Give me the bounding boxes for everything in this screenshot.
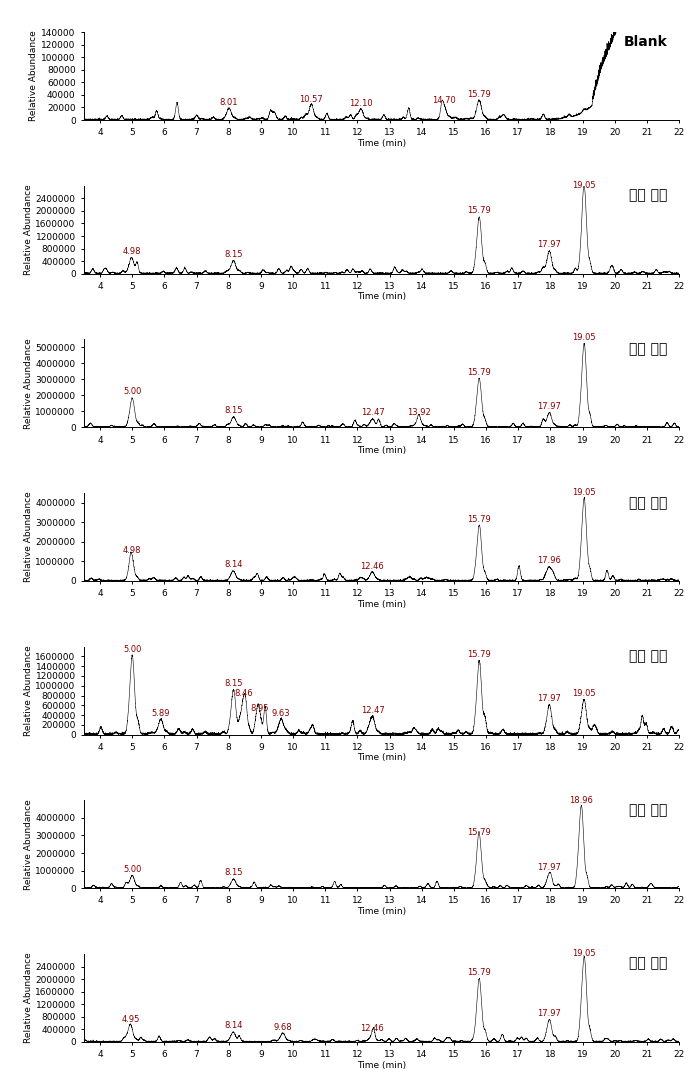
- Text: 9.68: 9.68: [274, 1022, 292, 1032]
- Text: 15.79: 15.79: [468, 206, 491, 215]
- Text: 5.00: 5.00: [123, 865, 141, 873]
- Text: 10.57: 10.57: [300, 95, 323, 104]
- Text: 13.92: 13.92: [407, 408, 431, 417]
- Text: 12.47: 12.47: [360, 707, 384, 715]
- Text: 19.05: 19.05: [573, 488, 596, 497]
- Text: 17.97: 17.97: [538, 402, 561, 410]
- Text: 19.05: 19.05: [573, 180, 596, 190]
- X-axis label: Time (min): Time (min): [357, 139, 406, 148]
- Text: Blank: Blank: [624, 34, 667, 48]
- Text: 18.96: 18.96: [569, 796, 593, 806]
- Text: 17.96: 17.96: [537, 556, 561, 565]
- Text: 15.79: 15.79: [468, 650, 491, 659]
- X-axis label: Time (min): Time (min): [357, 599, 406, 609]
- Text: 5.00: 5.00: [123, 645, 141, 654]
- Text: 문산 정수: 문산 정수: [629, 343, 667, 357]
- Text: 8.46: 8.46: [234, 690, 253, 698]
- Text: 화명 정수: 화명 정수: [629, 650, 667, 664]
- Text: 칠서 정수: 칠서 정수: [629, 496, 667, 510]
- Y-axis label: Relative Abundance: Relative Abundance: [24, 185, 33, 275]
- Text: 17.97: 17.97: [538, 1008, 561, 1018]
- Text: 19.05: 19.05: [573, 333, 596, 343]
- Text: 17.97: 17.97: [538, 694, 561, 703]
- Text: 칠서 원수: 칠서 원수: [629, 957, 667, 971]
- Text: 4.98: 4.98: [122, 547, 141, 555]
- Text: 8.15: 8.15: [224, 868, 243, 877]
- X-axis label: Time (min): Time (min): [357, 906, 406, 916]
- Text: 8.15: 8.15: [224, 250, 243, 259]
- X-axis label: Time (min): Time (min): [357, 446, 406, 455]
- X-axis label: Time (min): Time (min): [357, 1060, 406, 1070]
- Text: 8.14: 8.14: [224, 1021, 242, 1030]
- Y-axis label: Relative Abundance: Relative Abundance: [24, 492, 33, 582]
- Text: 8.14: 8.14: [224, 560, 242, 569]
- Text: 12.46: 12.46: [360, 1025, 384, 1033]
- Text: 12.10: 12.10: [349, 100, 372, 108]
- Text: 4.95: 4.95: [121, 1015, 140, 1024]
- Y-axis label: Relative Abundance: Relative Abundance: [24, 338, 33, 429]
- Text: 물금 원수: 물금 원수: [629, 803, 667, 817]
- Text: 17.97: 17.97: [538, 862, 561, 872]
- Text: 12.46: 12.46: [360, 562, 384, 571]
- Text: 8.95: 8.95: [250, 703, 269, 713]
- Y-axis label: Relative Abundance: Relative Abundance: [24, 799, 33, 889]
- X-axis label: Time (min): Time (min): [357, 753, 406, 763]
- Y-axis label: Relative Abundance: Relative Abundance: [24, 645, 33, 736]
- Text: 17.97: 17.97: [538, 241, 561, 249]
- Text: 15.79: 15.79: [468, 368, 491, 377]
- Y-axis label: Relative Abundance: Relative Abundance: [29, 31, 38, 121]
- Y-axis label: Relative Abundance: Relative Abundance: [24, 953, 33, 1043]
- Text: 4.98: 4.98: [122, 247, 141, 256]
- X-axis label: Time (min): Time (min): [357, 292, 406, 302]
- Text: 15.79: 15.79: [468, 516, 491, 524]
- Text: 8.15: 8.15: [224, 406, 243, 416]
- Text: 19.05: 19.05: [573, 949, 596, 958]
- Text: 5.00: 5.00: [123, 388, 141, 396]
- Text: 15.79: 15.79: [468, 90, 491, 99]
- Text: 문산 원수: 문산 원수: [629, 188, 667, 203]
- Text: 8.15: 8.15: [224, 680, 243, 688]
- Text: 14.70: 14.70: [433, 97, 456, 105]
- Text: 15.79: 15.79: [468, 968, 491, 977]
- Text: 9.63: 9.63: [272, 709, 290, 717]
- Text: 12.47: 12.47: [360, 408, 384, 417]
- Text: 15.79: 15.79: [468, 828, 491, 837]
- Text: 19.05: 19.05: [573, 690, 596, 698]
- Text: 8.01: 8.01: [220, 98, 238, 106]
- Text: 5.89: 5.89: [152, 709, 170, 717]
